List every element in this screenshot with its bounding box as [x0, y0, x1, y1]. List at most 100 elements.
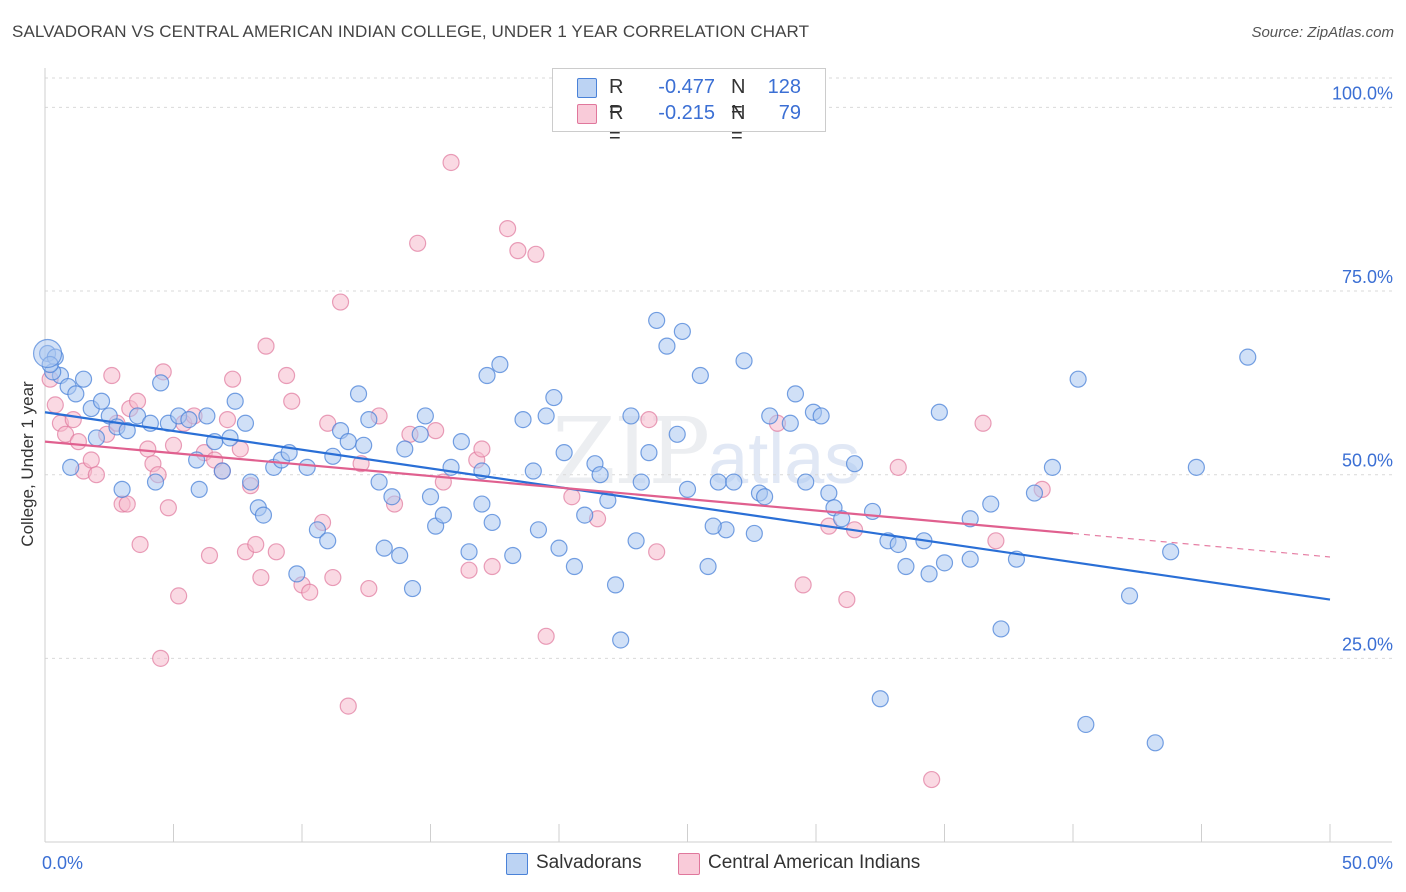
point-salvadorans	[735, 352, 753, 370]
point-salvadorans	[691, 366, 709, 385]
point-salvadorans	[812, 407, 830, 425]
point-salvadorans	[242, 473, 260, 491]
point-salvadorans	[92, 392, 111, 410]
point-central-american-indians	[838, 590, 856, 609]
point-salvadorans	[992, 620, 1010, 638]
legend-n-value: 128	[767, 76, 801, 98]
point-salvadorans	[288, 565, 306, 583]
point-central-american-indians	[128, 392, 147, 410]
point-salvadorans	[32, 338, 63, 369]
point-central-american-indians	[483, 557, 501, 576]
point-central-american-indians	[339, 697, 357, 715]
point-salvadorans	[324, 447, 342, 465]
source-label: Source: ZipAtlas.com	[1251, 24, 1394, 41]
point-salvadorans	[308, 521, 327, 539]
point-salvadorans	[627, 532, 645, 550]
point-central-american-indians	[794, 576, 812, 594]
legend-r-value: -0.215	[658, 102, 715, 124]
point-salvadorans	[640, 444, 658, 462]
point-central-american-indians	[224, 370, 242, 388]
point-salvadorans	[658, 337, 676, 355]
point-central-american-indians	[409, 234, 427, 252]
point-central-american-indians	[460, 561, 478, 579]
point-salvadorans	[961, 550, 979, 568]
point-salvadorans	[198, 407, 216, 425]
legend-n-label: N =	[731, 102, 746, 147]
point-central-american-indians	[131, 535, 149, 554]
trend-layer	[44, 411, 1331, 601]
point-salvadorans	[745, 524, 763, 543]
chart-title: SALVADORAN VS CENTRAL AMERICAN INDIAN CO…	[12, 22, 810, 41]
point-salvadorans	[565, 557, 584, 576]
point-salvadorans	[612, 631, 630, 649]
point-salvadorans	[1187, 458, 1205, 476]
point-central-american-indians	[473, 440, 491, 458]
point-central-american-indians	[360, 579, 378, 598]
point-salvadorans	[403, 579, 422, 598]
legend-r-value: -0.477	[658, 76, 715, 98]
bottom-legend-swatch-central-american-indians	[678, 853, 700, 875]
point-salvadorans	[1043, 458, 1062, 476]
point-salvadorans	[935, 554, 954, 572]
y-tick-label: 100.0%	[1332, 83, 1393, 103]
point-salvadorans	[87, 429, 106, 447]
tick-labels: 25.0% 50.0% 75.0% 100.0% 0.0% 50.0%	[42, 83, 1393, 873]
point-salvadorans	[725, 473, 743, 491]
point-salvadorans	[591, 466, 609, 484]
point-salvadorans	[416, 407, 434, 425]
point-salvadorans	[236, 414, 255, 432]
point-central-american-indians	[257, 337, 275, 355]
point-salvadorans	[1077, 715, 1095, 734]
point-salvadorans	[434, 506, 452, 524]
grid-layer	[45, 77, 1392, 659]
point-central-american-indians	[889, 458, 907, 476]
point-salvadorans	[74, 370, 93, 388]
point-salvadorans	[514, 410, 532, 429]
point-salvadorans	[889, 535, 907, 554]
point-salvadorans	[370, 473, 388, 491]
trend-line-central-american-indians-extension	[1072, 532, 1331, 558]
y-tick-label: 25.0%	[1342, 634, 1393, 654]
point-salvadorans	[529, 521, 548, 539]
point-salvadorans	[391, 546, 409, 565]
point-central-american-indians	[442, 153, 460, 172]
point-salvadorans	[761, 407, 779, 425]
point-salvadorans	[709, 473, 727, 491]
point-salvadorans	[213, 462, 231, 480]
legend-r-label: R =	[609, 76, 624, 121]
point-central-american-indians	[118, 495, 136, 513]
point-salvadorans	[491, 355, 509, 374]
point-central-american-indians	[139, 440, 157, 458]
point-salvadorans	[704, 517, 722, 535]
point-salvadorans	[632, 473, 650, 491]
point-central-american-indians	[509, 242, 527, 260]
point-salvadorans	[355, 436, 373, 454]
point-central-american-indians	[277, 366, 296, 385]
point-salvadorans	[339, 433, 357, 451]
point-salvadorans	[152, 374, 170, 392]
bottom-legend-swatch-salvadorans	[506, 853, 528, 875]
y-tick-label: 50.0%	[1342, 451, 1393, 471]
point-salvadorans	[1239, 348, 1257, 366]
point-salvadorans	[473, 495, 491, 513]
legend-n-label: N =	[731, 76, 746, 121]
point-salvadorans	[421, 488, 440, 506]
point-central-american-indians	[324, 568, 342, 587]
point-salvadorans	[576, 506, 594, 524]
point-salvadorans	[781, 414, 799, 432]
point-central-american-indians	[200, 546, 219, 565]
y-tick-label: 75.0%	[1342, 267, 1393, 287]
point-central-american-indians	[152, 649, 170, 667]
point-salvadorans	[452, 433, 470, 451]
stats-legend: R = -0.477 N = 128 R = -0.215 N = 79	[552, 68, 826, 147]
point-salvadorans	[845, 455, 864, 473]
point-salvadorans	[349, 385, 368, 403]
point-salvadorans	[673, 322, 691, 341]
point-salvadorans	[897, 557, 915, 576]
point-salvadorans	[180, 410, 198, 429]
points-central-american-indians	[41, 153, 1051, 789]
point-salvadorans	[1162, 543, 1180, 561]
legend-swatch-central-american-indians	[577, 104, 597, 124]
point-salvadorans	[699, 557, 717, 576]
